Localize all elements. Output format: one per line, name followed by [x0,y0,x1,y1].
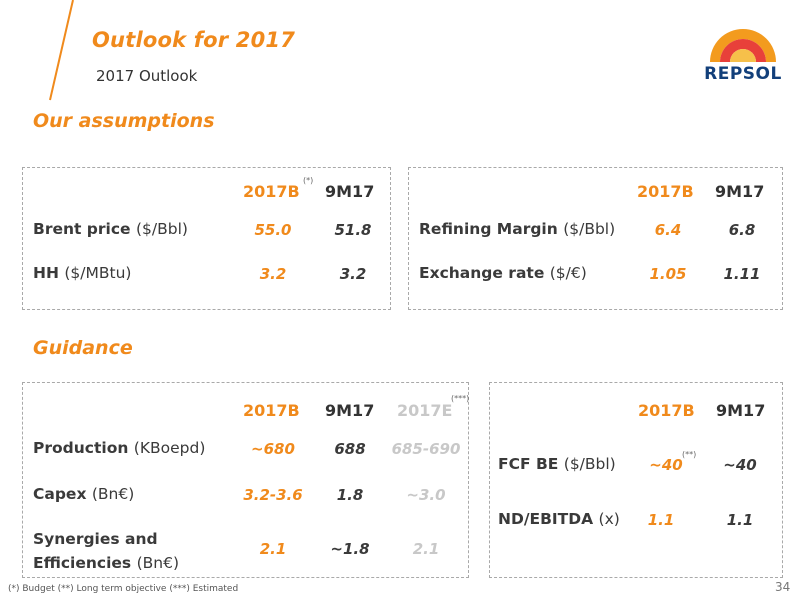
value-brent-2017b: 55.0 [254,221,292,239]
col-header-9m17: 9M17 [325,401,375,420]
budget-note-marker: (*) [303,176,314,185]
value-production-2017e: 685-690 [391,440,461,458]
row-label-hh: HH ($/MBtu) [33,264,132,282]
value-hh-2017b: 3.2 [259,265,287,283]
value-refining-9m17: 6.8 [728,221,756,239]
col-header-2017b: 2017B [243,401,300,420]
page-number: 34 [775,580,791,594]
value-hh-9m17: 3.2 [339,265,367,283]
value-capex-9m17: 1.8 [336,486,364,504]
guidance-panel-left: 2017B 9M17 2017E (***) Production (KBoep… [22,382,469,578]
assumptions-panel-right: 2017B 9M17 Refining Margin ($/Bbl) 6.4 6… [408,167,783,310]
value-synergies-9m17: ~1.8 [330,540,370,558]
assumptions-panel-left: 2017B (*) 9M17 Brent price ($/Bbl) 55.0 … [22,167,391,310]
repsol-logo: REPSOL [698,16,788,96]
row-label-production: Production (KBoepd) [33,439,206,457]
col-header-2017e: 2017E [397,401,453,420]
guidance-panel-right: 2017B 9M17 FCF BE ($/Bbl) ~40 (**) ~40 N… [489,382,783,578]
row-label-nd-ebitda: ND/EBITDA (x) [498,510,620,528]
long-term-note-marker: (**) [682,450,697,459]
row-label-fcf-be: FCF BE ($/Bbl) [498,455,616,473]
col-header-9m17: 9M17 [716,401,766,420]
page-subtitle: 2017 Outlook [96,67,198,85]
row-label-brent: Brent price ($/Bbl) [33,220,188,238]
value-capex-2017b: 3.2-3.6 [243,486,303,504]
value-synergies-2017b: 2.1 [259,540,287,558]
value-exchange-9m17: 1.11 [723,265,761,283]
row-label-efficiencies: Efficiencies (Bn€) [33,554,179,572]
assumptions-heading: Our assumptions [33,110,215,132]
value-fcf-9m17: ~40 [723,456,757,474]
page-title: Outlook for 2017 [92,28,296,52]
col-header-2017b: 2017B [638,401,695,420]
footnote: (*) Budget (**) Long term objective (***… [8,584,239,594]
value-capex-2017e: ~3.0 [406,486,446,504]
guidance-heading: Guidance [33,337,133,359]
value-fcf-2017b: ~40 [649,456,683,474]
value-synergies-2017e: 2.1 [412,540,440,558]
value-production-9m17: 688 [334,440,366,458]
col-header-2017b: 2017B [637,182,694,201]
estimated-note-marker: (***) [451,394,470,403]
value-exchange-2017b: 1.05 [649,265,687,283]
value-nd-ebitda-2017b: 1.1 [647,511,675,529]
value-nd-ebitda-9m17: 1.1 [726,511,754,529]
value-brent-9m17: 51.8 [334,221,372,239]
col-header-9m17: 9M17 [325,182,375,201]
col-header-9m17: 9M17 [715,182,765,201]
row-label-synergies: Synergies and [33,530,158,548]
row-label-capex: Capex (Bn€) [33,485,135,503]
repsol-logo-icon [710,29,776,62]
logo-wordmark: REPSOL [704,64,782,84]
col-header-2017b: 2017B [243,182,300,201]
row-label-refining-margin: Refining Margin ($/Bbl) [419,220,616,238]
value-refining-2017b: 6.4 [654,221,682,239]
row-label-exchange-rate: Exchange rate ($/€) [419,264,587,282]
value-production-2017b: ~680 [251,440,295,458]
